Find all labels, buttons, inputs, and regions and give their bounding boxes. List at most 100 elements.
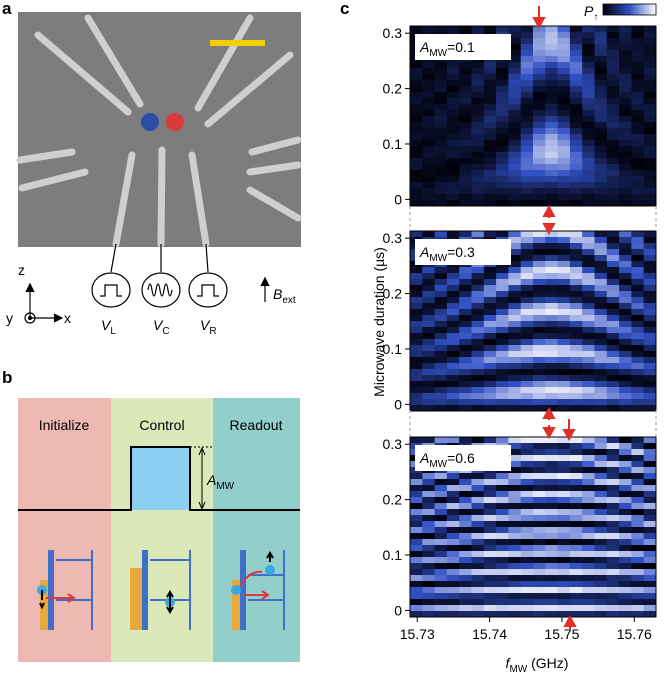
heatmap-cell xyxy=(582,116,595,123)
heatmap-cell xyxy=(606,449,620,456)
heatmap-cell xyxy=(508,56,522,63)
heatmap-cell xyxy=(619,315,632,322)
heatmap-cell xyxy=(496,539,509,546)
heatmap-cell xyxy=(496,273,509,280)
heatmap-cell xyxy=(533,134,546,141)
heatmap-cell xyxy=(569,237,583,244)
heatmap-cell xyxy=(533,32,546,39)
heatmap-cell xyxy=(446,267,460,274)
heatmap-cell xyxy=(557,62,571,69)
heatmap-cell xyxy=(533,515,546,522)
heatmap-cell xyxy=(557,152,571,159)
heatmap-cell xyxy=(582,497,595,504)
heatmap-cell xyxy=(582,461,595,468)
heatmap-cell xyxy=(422,315,436,322)
heatmap-cell xyxy=(631,473,645,480)
heatmap-cell xyxy=(483,134,497,141)
heatmap-cell xyxy=(594,479,608,486)
y-tick-label: 0 xyxy=(394,396,402,412)
heatmap-cell xyxy=(410,509,423,516)
heatmap-cell xyxy=(619,605,632,612)
heatmap-cell xyxy=(496,104,509,111)
heatmap-cell xyxy=(520,86,534,93)
heatmap-cell xyxy=(545,74,559,81)
heatmap-cell xyxy=(471,381,485,388)
heatmap-cell xyxy=(619,194,632,201)
heatmap-cell xyxy=(410,231,423,238)
heatmap-cell xyxy=(483,116,497,123)
heatmap-cell xyxy=(594,575,608,582)
heatmap-cell xyxy=(422,399,436,406)
heatmap-cell xyxy=(471,92,485,99)
heatmap-cell xyxy=(557,134,571,141)
heatmap-cell xyxy=(569,188,583,195)
heatmap-cell xyxy=(631,461,645,468)
gate-main: V xyxy=(153,317,164,333)
heatmap-cell xyxy=(471,611,485,618)
heatmap-cell xyxy=(446,140,460,147)
heatmap-cell xyxy=(410,333,423,340)
heatmap-cell xyxy=(533,351,546,358)
heatmap-cell xyxy=(594,182,608,189)
heatmap-cell xyxy=(471,182,485,189)
heatmap-cell xyxy=(569,182,583,189)
heatmap-cell xyxy=(446,599,460,606)
heatmap-cell xyxy=(545,381,559,388)
heatmap-cell xyxy=(631,44,645,51)
heatmap-cell xyxy=(619,575,632,582)
heatmap-cell xyxy=(569,80,583,87)
heatmap-cell xyxy=(483,140,497,147)
heatmap-cell xyxy=(434,273,448,280)
heatmap-cell xyxy=(471,176,485,183)
heatmap-cell xyxy=(643,461,657,468)
heatmap-cell xyxy=(582,521,595,528)
heatmap-cell xyxy=(569,98,583,105)
heatmap-cell xyxy=(434,357,448,364)
heatmap-cell xyxy=(569,503,583,510)
heatmap-cell xyxy=(569,200,583,207)
heatmap-cell xyxy=(446,279,460,286)
gate-leads xyxy=(91,243,228,308)
heatmap-cell xyxy=(471,134,485,141)
heatmap-cell xyxy=(508,309,522,316)
heatmap-cell xyxy=(483,569,497,576)
heatmap-cell xyxy=(606,122,620,129)
heatmap-cell xyxy=(643,575,657,582)
heatmap-cell xyxy=(619,32,632,39)
heatmap-cell xyxy=(434,309,448,316)
heatmap-cell xyxy=(582,593,595,600)
heatmap-cell xyxy=(557,44,571,51)
heatmap-cell xyxy=(471,563,485,570)
heatmap-cell xyxy=(582,158,595,165)
heatmap-cell xyxy=(582,437,595,444)
heatmap-cell xyxy=(483,291,497,298)
heatmap-cell xyxy=(520,231,534,238)
heatmap-cell xyxy=(434,485,448,492)
heatmap-cell xyxy=(594,473,608,480)
heatmap-cell xyxy=(569,303,583,310)
heatmap-cell xyxy=(619,152,632,159)
heatmap-cell xyxy=(545,297,559,304)
heatmap-cell xyxy=(582,285,595,292)
heatmap-cell xyxy=(643,521,657,528)
heatmap-cell xyxy=(619,333,632,340)
heatmap-cell xyxy=(594,279,608,286)
heatmap-cell xyxy=(434,575,448,582)
heatmap-cell xyxy=(508,381,522,388)
stage-label: Initialize xyxy=(39,417,90,433)
heatmap-cell xyxy=(508,38,522,45)
heatmap-cell xyxy=(557,563,571,570)
heatmap-cell xyxy=(569,449,583,456)
heatmap-cell xyxy=(520,551,534,558)
heatmap-cell xyxy=(483,381,497,388)
heatmap-cell xyxy=(483,80,497,87)
heatmap-cell xyxy=(545,110,559,117)
heatmap-cell xyxy=(410,503,423,510)
heatmap-cell xyxy=(619,200,632,207)
heatmap-cell xyxy=(606,170,620,177)
heatmap-cell xyxy=(557,158,571,165)
heatmap-cell xyxy=(533,297,546,304)
y-tick-label: 0.3 xyxy=(383,230,403,246)
heatmap-cell xyxy=(594,443,608,450)
heatmap-cell xyxy=(545,437,559,444)
